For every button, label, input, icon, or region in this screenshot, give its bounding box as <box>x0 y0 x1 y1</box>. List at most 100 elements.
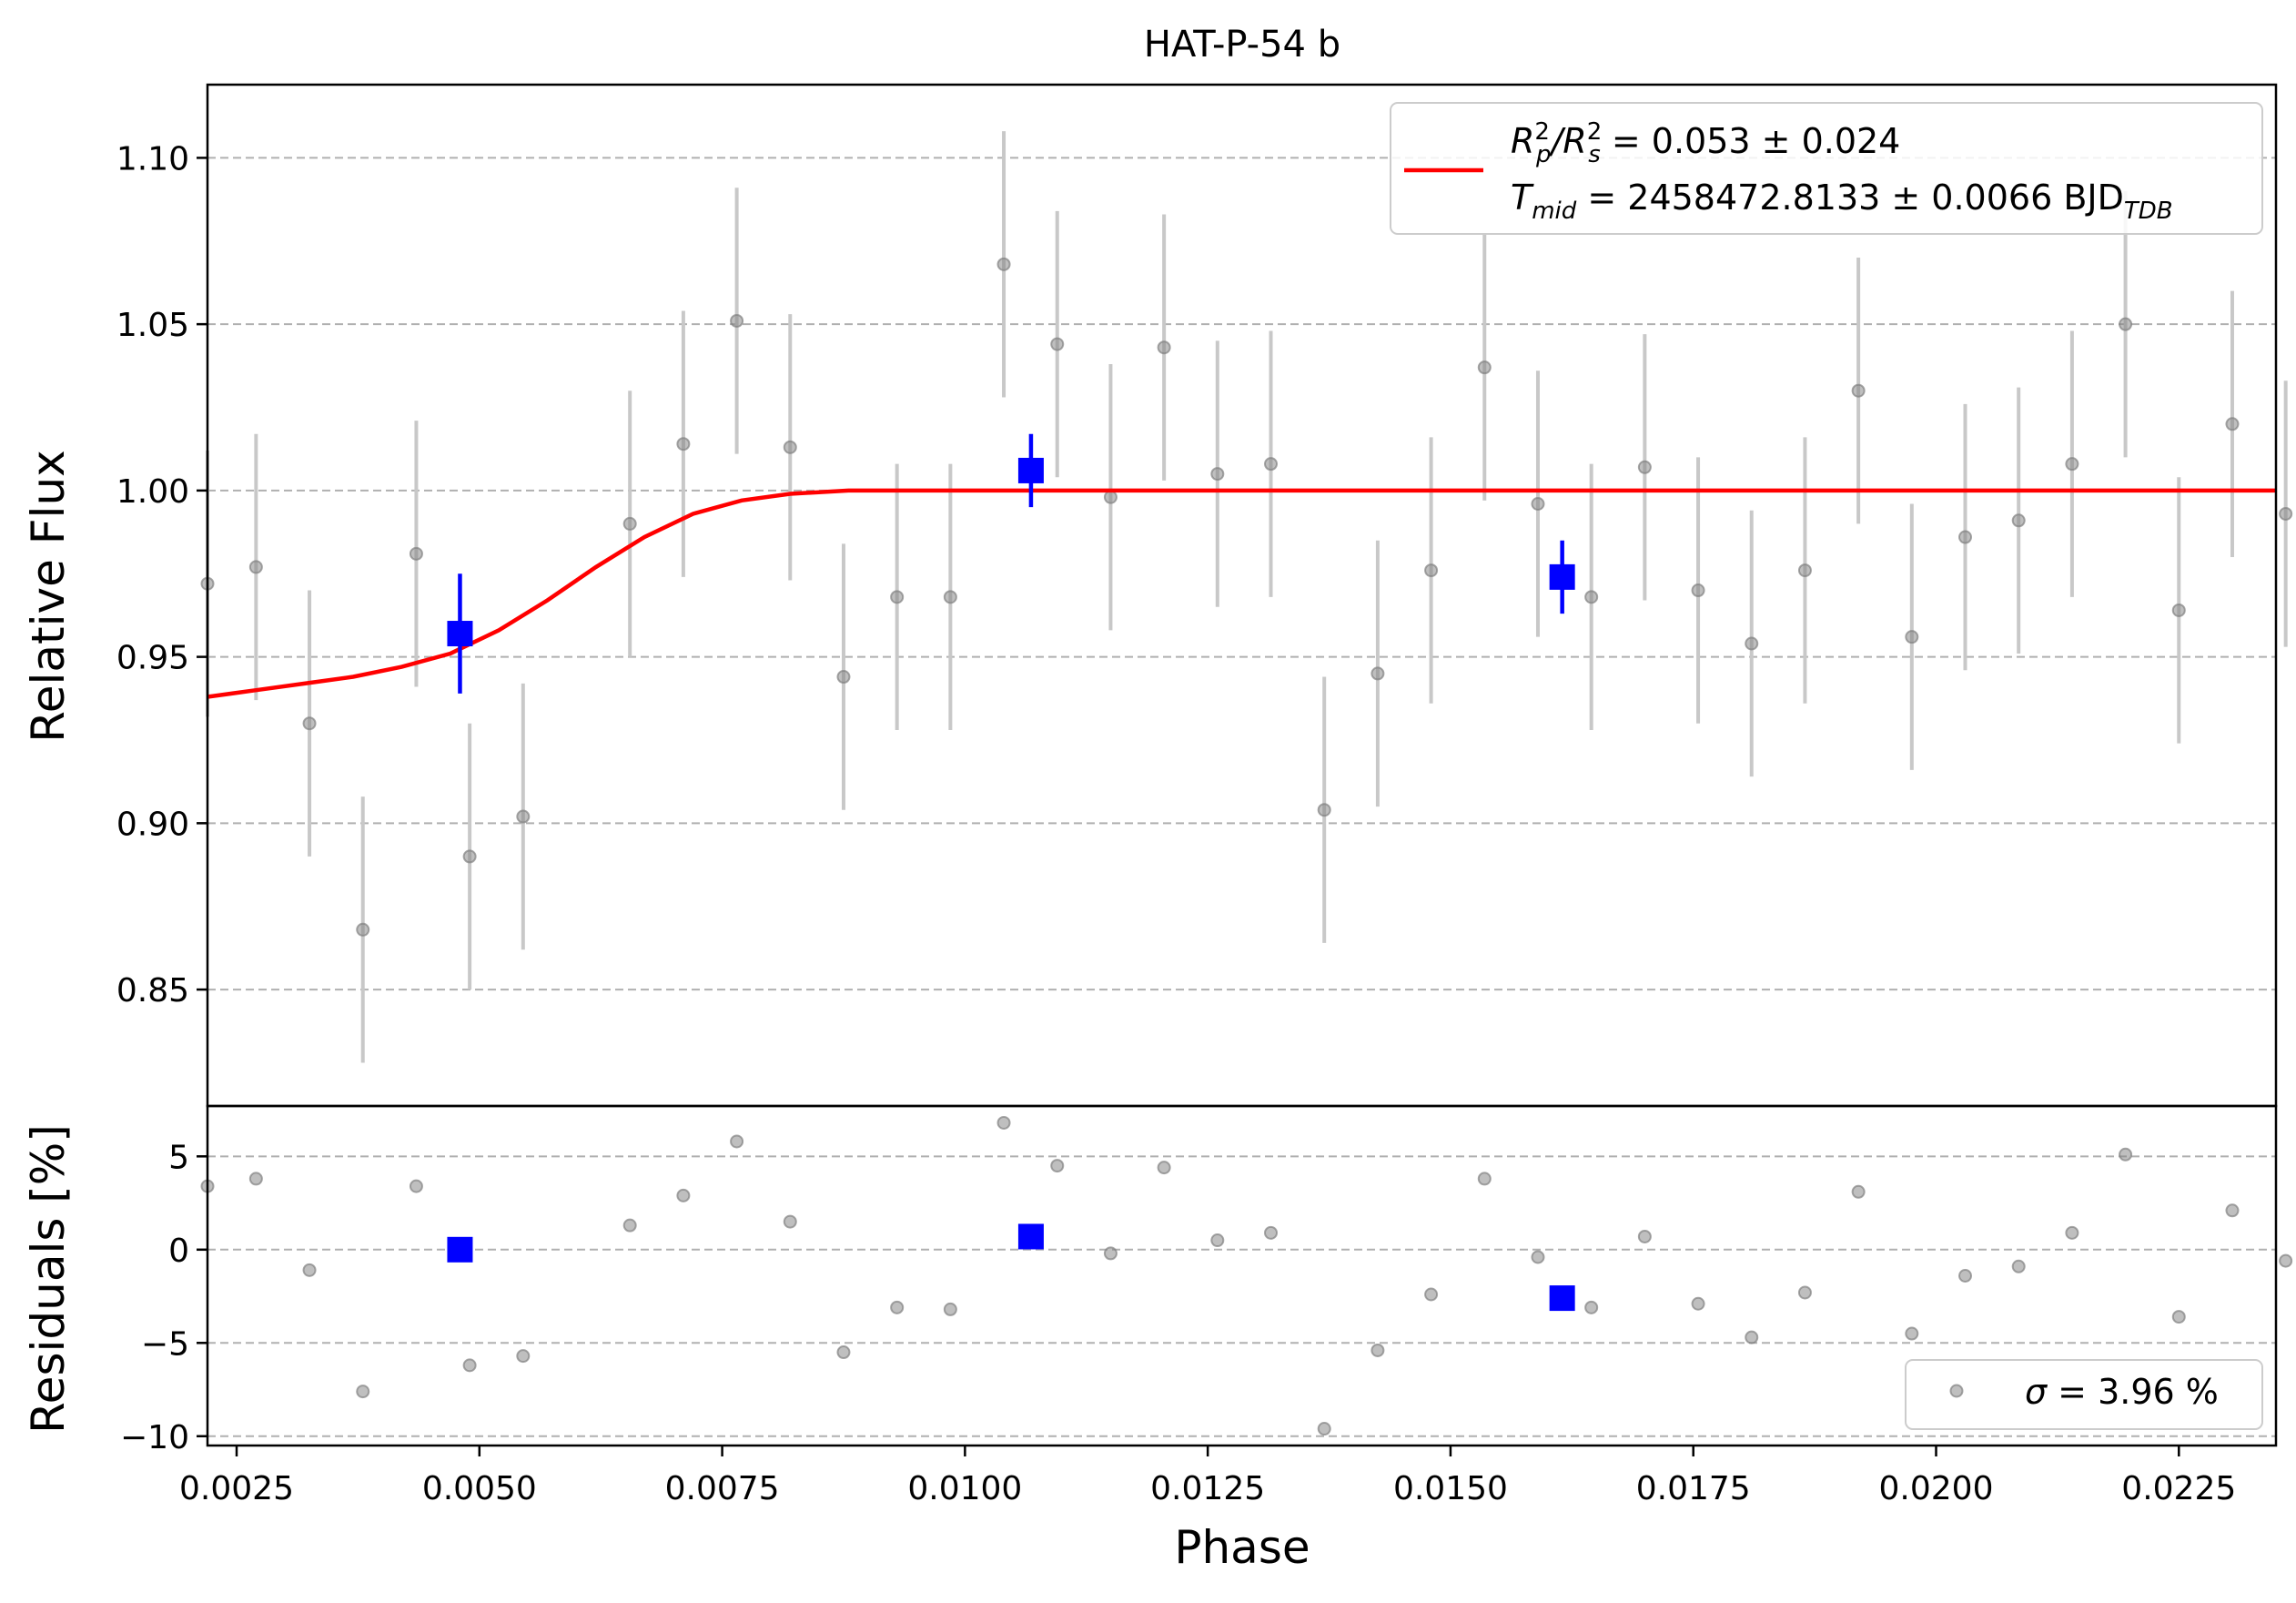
residual-raw-point <box>356 1385 370 1399</box>
raw-point <box>2171 603 2186 617</box>
raw-point <box>1477 360 1492 375</box>
raw-point <box>1531 496 1545 511</box>
model-legend: R2 p/R2 s = 0.053 ± 0.024 Tmid = 2458472.8… <box>1390 102 2263 235</box>
raw-point <box>1797 563 1812 578</box>
x-tick-label: 0.0125 <box>1150 1470 1265 1507</box>
legend-radius-ratio: R2 p/R2 s = 0.053 ± 0.024 <box>1511 118 1900 168</box>
legend-mid-time: Tmid = 2458472.8133 ± 0.0066 BJDTDB <box>1511 178 2173 225</box>
residual-raw-point <box>2011 1259 2026 1273</box>
residual-y-tick-label: 0 <box>168 1233 189 1270</box>
residual-raw-point <box>462 1358 477 1373</box>
residual-raw-point <box>1317 1422 1331 1436</box>
residual-raw-point <box>1797 1285 1812 1300</box>
residual-raw-point <box>996 1115 1011 1130</box>
raw-point <box>1905 630 1919 644</box>
residual-raw-point <box>1851 1184 1866 1199</box>
residual-y-axis-label: Residuals [%] <box>22 1124 75 1434</box>
residual-x-ticks: 0.0025 0.0050 0.0075 0.0100 0.0125 0.0150 0.01… <box>179 1446 2236 1507</box>
x-tick-label: 0.0225 <box>2121 1470 2236 1507</box>
residual-binned-points <box>447 1223 1575 1312</box>
residual-raw-point <box>2119 1147 2133 1162</box>
raw-point <box>2065 457 2079 472</box>
residual-plot-frame <box>206 1104 2278 1447</box>
raw-point <box>1424 563 1439 578</box>
residual-gridlines <box>207 1155 2276 1437</box>
residual-raw-point <box>676 1188 691 1202</box>
raw-point <box>1210 467 1225 482</box>
residual-raw-point <box>302 1263 317 1277</box>
residual-y-tick-label: −10 <box>120 1419 189 1456</box>
raw-point <box>890 590 905 604</box>
residual-raw-point <box>1103 1246 1118 1261</box>
residual-raw-point <box>516 1349 531 1364</box>
residual-raw-point <box>1691 1296 1705 1311</box>
raw-point <box>2011 513 2026 528</box>
binned-point <box>1017 457 1044 483</box>
raw-point <box>1691 583 1705 598</box>
raw-point <box>1637 460 1652 474</box>
raw-point <box>2119 317 2133 331</box>
residual-raw-point <box>409 1179 423 1193</box>
residuals-panel: −10−505 0.0025 0.0050 0.0075 0.0100 0.0125 0.… <box>22 1104 2293 1574</box>
residual-binned-point <box>447 1236 473 1263</box>
residual-raw-point <box>890 1300 905 1314</box>
raw-point <box>1958 530 1973 544</box>
raw-point <box>1851 383 1866 398</box>
raw-point <box>1264 457 1279 472</box>
residual-raw-point <box>1264 1225 1279 1240</box>
raw-point <box>1103 490 1118 504</box>
residual-legend-marker <box>1949 1384 1964 1398</box>
raw-point <box>1317 803 1331 817</box>
x-tick-label: 0.0150 <box>1393 1470 1508 1507</box>
residual-raw-point <box>622 1218 637 1233</box>
residual-raw-point <box>1531 1250 1545 1264</box>
raw-point <box>2225 417 2240 431</box>
main-y-tick-label: 1.00 <box>116 473 189 511</box>
residual-raw-point <box>1050 1159 1065 1173</box>
binned-points <box>447 433 1575 694</box>
x-tick-label: 0.0175 <box>1636 1470 1751 1507</box>
raw-point <box>943 590 957 604</box>
main-y-tick-label: 0.85 <box>116 972 189 1009</box>
raw-point <box>676 437 691 451</box>
residual-raw-point <box>2225 1203 2240 1218</box>
raw-point <box>1371 666 1385 681</box>
raw-point <box>248 560 263 574</box>
raw-point <box>622 516 637 531</box>
raw-point <box>836 670 851 685</box>
x-axis-label: Phase <box>1174 1521 1310 1574</box>
residual-raw-point <box>2171 1310 2186 1324</box>
raw-point <box>996 257 1011 271</box>
residual-raw-point <box>1424 1287 1439 1302</box>
raw-point <box>1745 636 1759 651</box>
transit-model-curve <box>207 488 2276 699</box>
residual-raw-point <box>2065 1225 2079 1240</box>
residual-y-tick-label: −5 <box>141 1325 189 1363</box>
light-curve-panel: HAT-P-54 b 0.85 0.90 0.95 1.00 1.05 1.10 Rela… <box>22 24 2293 1108</box>
main-y-tick-label: 1.10 <box>116 140 189 178</box>
residual-legend: σ = 3.96 % <box>1905 1359 2263 1430</box>
x-tick-label: 0.0025 <box>179 1470 294 1507</box>
raw-point <box>1157 340 1171 355</box>
raw-point <box>409 546 423 561</box>
residual-raw-point <box>1210 1233 1225 1248</box>
main-y-tick-label: 0.90 <box>116 806 189 843</box>
chart-title: HAT-P-54 b <box>1144 24 1340 66</box>
residual-raw-point <box>1958 1269 1973 1283</box>
main-y-axis-label: Relative Flux <box>22 450 75 742</box>
raw-point <box>516 809 531 824</box>
x-tick-label: 0.0200 <box>1879 1470 1994 1507</box>
residual-legend-box <box>1905 1359 2263 1430</box>
raw-point <box>730 313 744 328</box>
x-tick-label: 0.0100 <box>907 1470 1022 1507</box>
binned-point <box>447 621 473 647</box>
residual-raw-point <box>1157 1161 1171 1175</box>
x-tick-label: 0.0075 <box>665 1470 780 1507</box>
residual-raw-point <box>1371 1343 1385 1357</box>
residual-raw-point <box>1584 1300 1599 1314</box>
residual-y-tick-label: 5 <box>168 1139 189 1176</box>
residual-raw-point <box>783 1214 797 1229</box>
residual-raw-point <box>730 1134 744 1149</box>
legend-box <box>1390 102 2263 235</box>
